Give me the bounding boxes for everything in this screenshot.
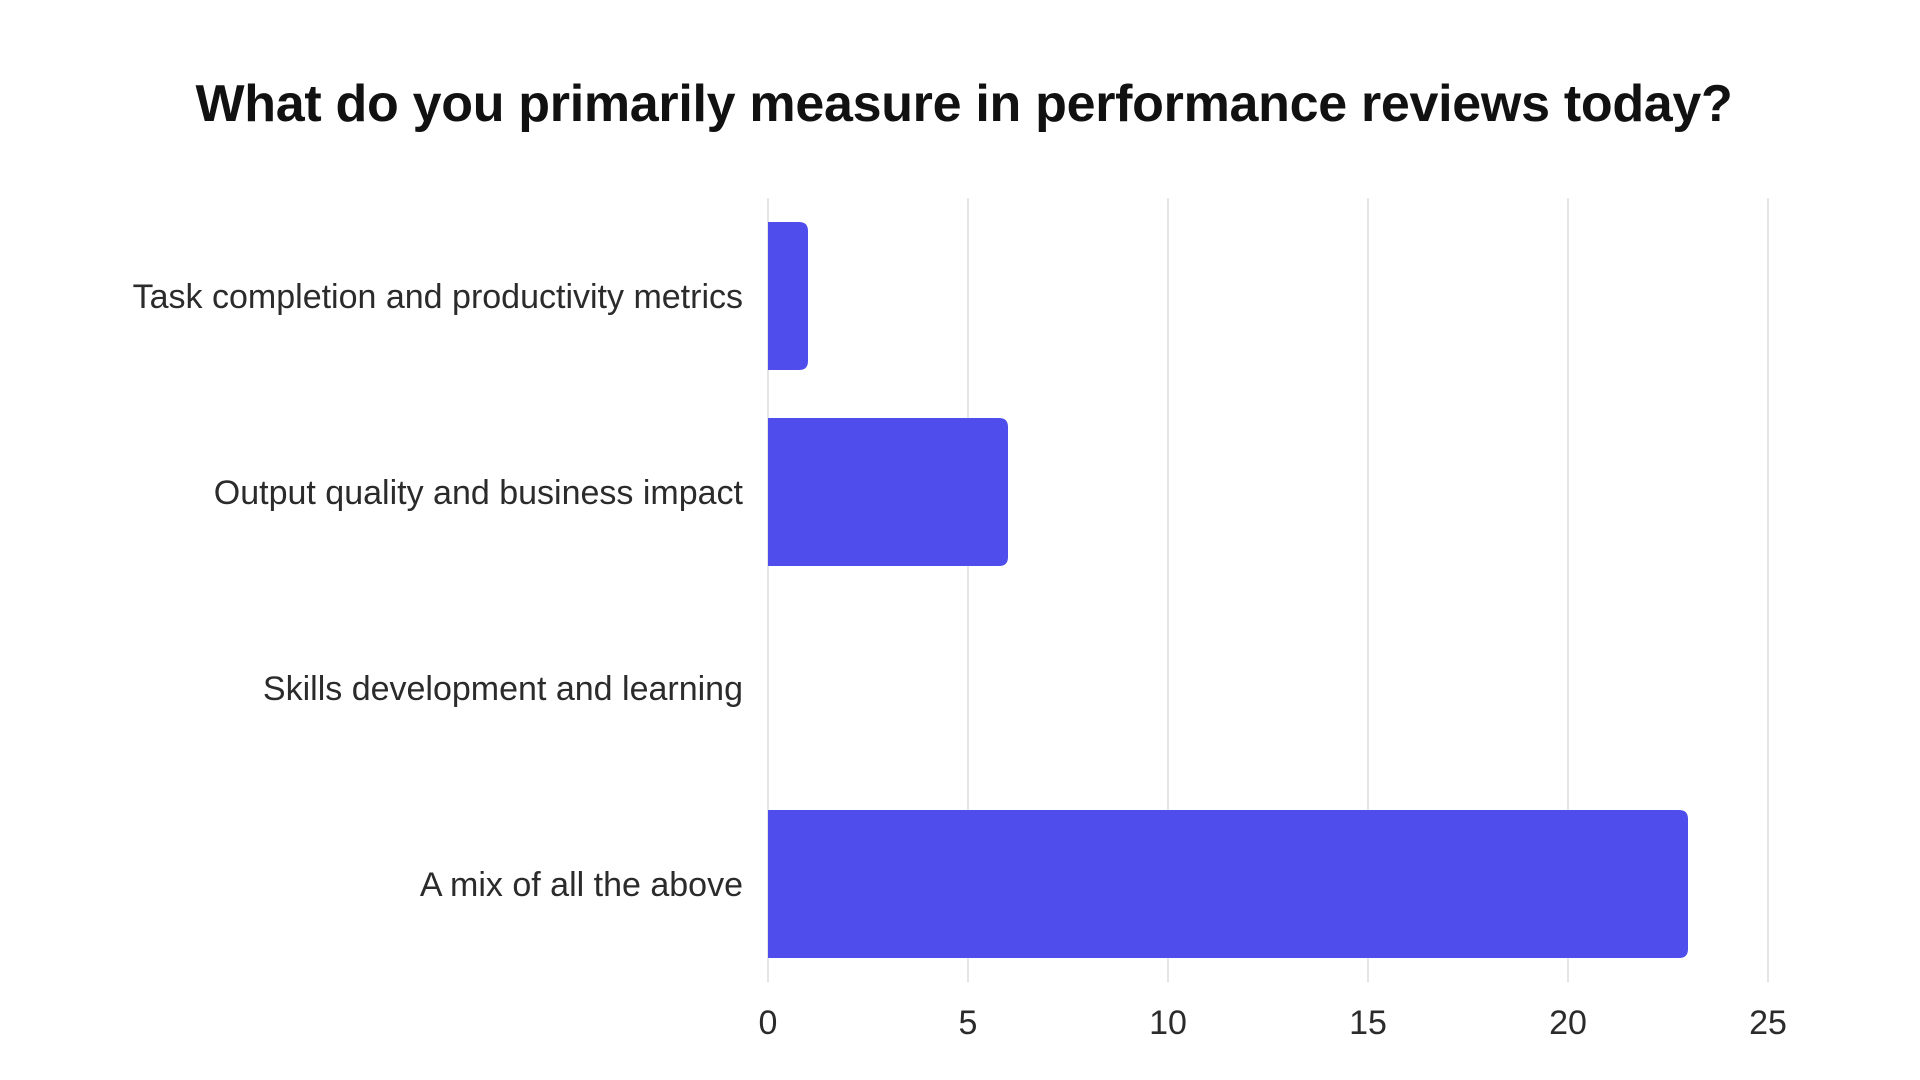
- x-tick-label: 20: [1549, 1004, 1587, 1042]
- category-label: Task completion and productivity metrics: [133, 278, 743, 316]
- x-tick-label: 0: [759, 1004, 778, 1042]
- bar-1: [768, 222, 808, 370]
- category-label: Skills development and learning: [263, 670, 743, 708]
- x-tick-label: 25: [1749, 1004, 1787, 1042]
- bar-2: [768, 418, 1008, 566]
- x-tick-label: 5: [959, 1004, 978, 1042]
- chart-title: What do you primarily measure in perform…: [195, 75, 1733, 133]
- x-tick-label: 10: [1149, 1004, 1187, 1042]
- category-label: A mix of all the above: [420, 866, 743, 904]
- bar-4: [768, 810, 1688, 958]
- x-tick-label: 15: [1349, 1004, 1387, 1042]
- category-label: Output quality and business impact: [214, 474, 744, 512]
